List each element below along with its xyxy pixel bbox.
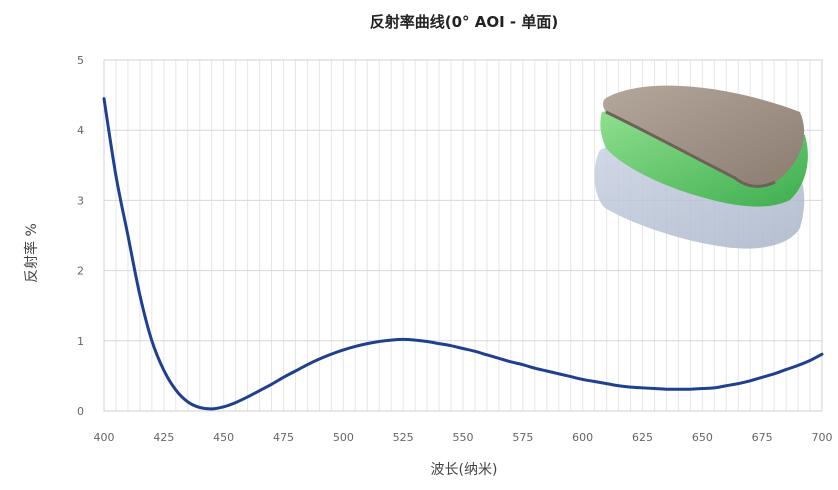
x-tick-label: 700 [812,431,833,444]
x-tick-label: 600 [572,431,593,444]
x-tick-label: 650 [692,431,713,444]
x-tick-label: 575 [512,431,533,444]
y-axis-title: 反射率 % [23,223,40,283]
x-axis-title: 波长(纳米) [431,462,498,478]
y-tick-label: 0 [77,405,84,418]
y-tick-label: 1 [77,335,84,348]
y-tick-labels: 0 1 2 3 4 5 [77,54,84,418]
x-tick-label: 550 [453,431,474,444]
x-tick-label: 675 [752,431,773,444]
reflectance-series-line [102,97,824,411]
x-tick-label: 425 [153,431,174,444]
plot-frame [103,59,823,412]
y-tick-label: 3 [77,194,84,207]
y-tick-label: 4 [77,124,84,137]
x-tick-label: 625 [632,431,653,444]
x-tick-label: 400 [94,431,115,444]
plot-area-border [103,59,823,412]
y-tick-label: 2 [77,265,84,278]
x-tick-label: 450 [213,431,234,444]
x-tick-label: 500 [333,431,354,444]
y-tick-label: 5 [77,54,84,67]
lens-top-edge [605,110,776,188]
x-tick-label: 475 [273,431,294,444]
lens-top-layer [603,85,805,187]
chart-title: 反射率曲线(0° AOI - 单面) [370,13,558,31]
coated-lens-layers-illustration [594,85,808,249]
x-tick-label: 525 [393,431,414,444]
x-tick-labels: 400 425 450 475 500 525 550 575 600 625 650 675 700 [94,431,833,444]
series-group [102,97,824,411]
